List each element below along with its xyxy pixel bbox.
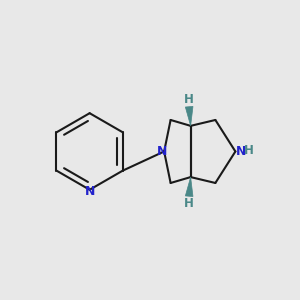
Text: H: H	[184, 197, 194, 210]
Polygon shape	[185, 177, 193, 197]
Text: N: N	[236, 145, 247, 158]
Text: H: H	[244, 144, 254, 157]
Text: N: N	[157, 145, 167, 158]
Text: N: N	[85, 185, 95, 198]
Polygon shape	[185, 106, 193, 126]
Text: H: H	[184, 93, 194, 106]
